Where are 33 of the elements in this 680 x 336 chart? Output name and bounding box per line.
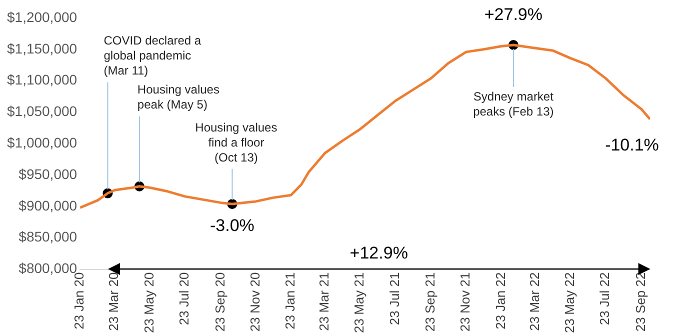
y-tick-label: $1,100,000 [6,72,78,88]
y-tick-label: $1,150,000 [6,40,78,56]
y-tick-label: $1,000,000 [6,134,78,151]
x-tick-label: 23 Mar 20 [106,272,122,331]
annotation: Housing values peak (May 5) [137,82,220,112]
x-tick-label: 23 Sep 21 [422,272,438,332]
annotation: -3.0% [210,216,254,236]
x-tick-label: 23 Jan 22 [492,272,508,330]
x-tick-label: 23 Jan 20 [72,272,87,330]
y-tick-label: $950,000 [18,166,78,182]
y-tick-label: $850,000 [18,228,78,245]
y-tick-label: $1,200,000 [6,8,78,25]
annotation: +12.9% [350,243,408,262]
x-tick-label: 23 May 22 [562,272,578,333]
x-tick-label: 23 Mar 21 [316,272,332,331]
x-tick-label: 23 Jan 21 [282,272,298,330]
x-tick-label: 23 Nov 20 [247,272,262,332]
x-tick-label: 23 Jul 20 [176,272,192,326]
annotation: Housing values find a floor (Oct 13) [195,120,278,164]
annotation: COVID declared a global pandemic (Mar 11) [104,34,202,78]
x-tick-label: 23 Nov 21 [458,272,473,332]
x-tick-label: 23 Sep 22 [632,272,648,332]
x-tick-label: 23 May 20 [141,272,156,333]
x-tick-label: 23 Sep 20 [212,272,228,332]
x-tick-label: 23 Jul 21 [386,272,402,326]
x-tick-label: 23 Jul 22 [597,272,612,326]
y-tick-label: $900,000 [18,197,78,214]
annotation: +27.9% [484,5,542,24]
x-tick-label: 23 Mar 22 [526,272,542,331]
annotation: Sydney market peaks (Feb 13) [473,89,554,118]
y-tick-label: $1,050,000 [6,103,78,120]
annotation: -10.1% [605,135,659,154]
x-tick-label: 23 May 21 [352,272,367,333]
